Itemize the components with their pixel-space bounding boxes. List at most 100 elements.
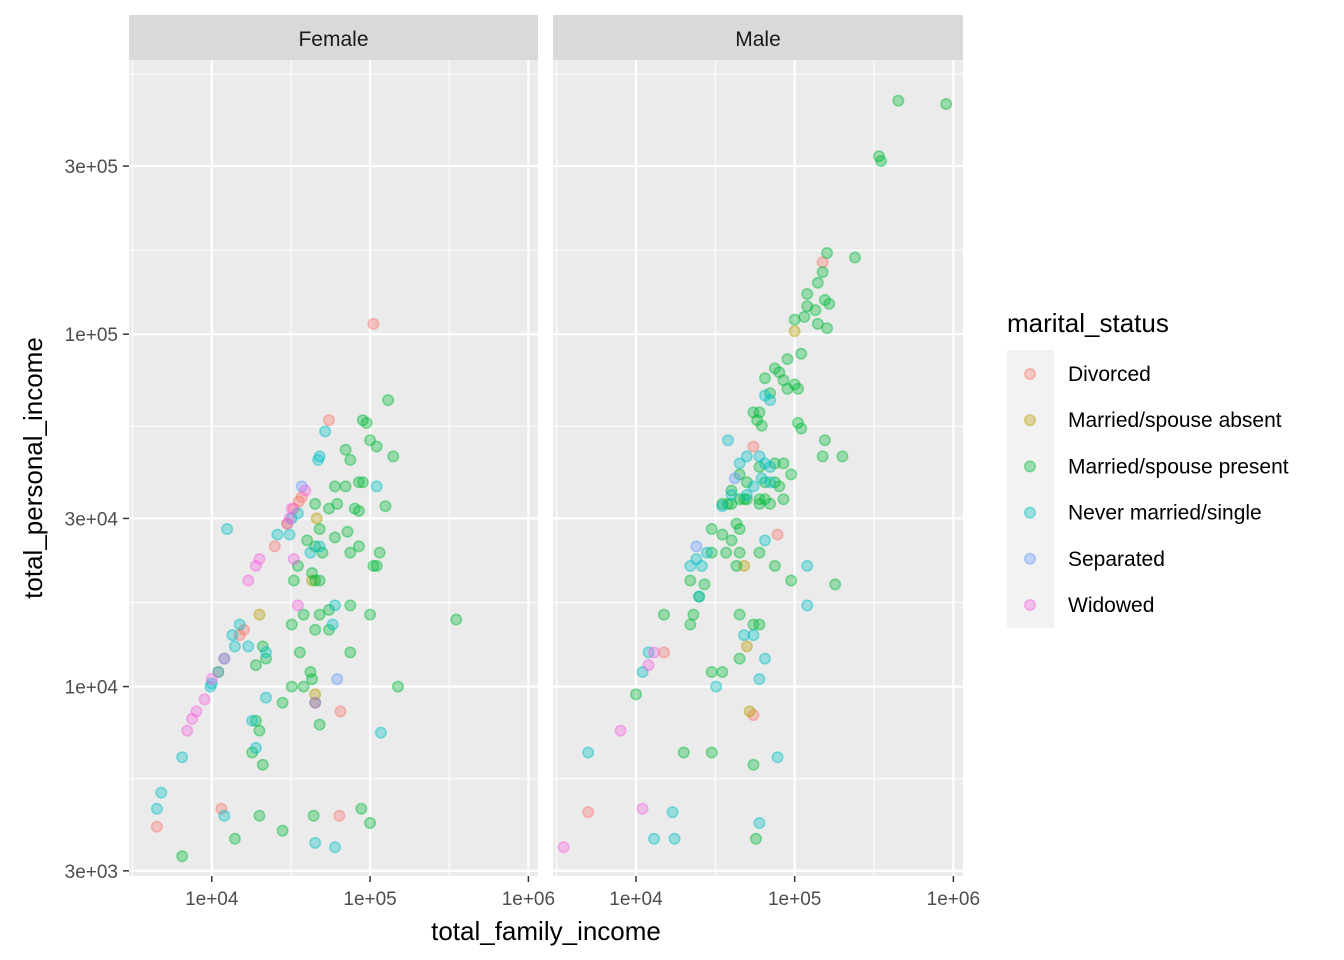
- data-point: [283, 512, 296, 525]
- data-point: [733, 546, 746, 559]
- data-point: [253, 553, 266, 566]
- data-point: [291, 599, 304, 612]
- data-point: [226, 629, 239, 642]
- data-point: [788, 313, 801, 326]
- data-point: [751, 414, 764, 427]
- data-point: [788, 378, 801, 391]
- panel-male-background: [553, 60, 963, 876]
- data-point: [773, 366, 786, 379]
- data-point: [698, 578, 711, 591]
- data-point: [155, 786, 168, 799]
- data-point: [687, 608, 700, 621]
- data-point: [450, 613, 463, 626]
- data-point: [758, 476, 771, 489]
- data-point: [892, 94, 905, 107]
- data-point: [344, 599, 357, 612]
- data-point: [246, 746, 259, 759]
- data-point: [666, 806, 679, 819]
- data-point: [648, 832, 661, 845]
- data-point: [276, 696, 289, 709]
- data-point: [313, 523, 326, 536]
- data-point: [684, 559, 697, 572]
- legend-key: [1024, 414, 1037, 427]
- data-point: [319, 425, 332, 438]
- data-point: [738, 493, 751, 506]
- data-point: [309, 696, 322, 709]
- data-point: [764, 497, 777, 510]
- legend-label: Married/spouse present: [1068, 455, 1289, 478]
- data-point: [690, 553, 703, 566]
- data-point: [684, 618, 697, 631]
- data-point: [348, 502, 361, 515]
- data-point: [747, 709, 760, 722]
- data-point: [753, 497, 766, 510]
- data-point: [764, 387, 777, 400]
- data-point: [299, 484, 312, 497]
- data-point: [370, 480, 383, 493]
- data-point: [253, 608, 266, 621]
- data-point: [334, 705, 347, 718]
- legend-label: Separated: [1068, 548, 1165, 571]
- data-point: [710, 680, 723, 693]
- data-point: [753, 450, 766, 463]
- data-point: [313, 718, 326, 731]
- data-point: [642, 659, 655, 672]
- data-point: [749, 832, 762, 845]
- strip-label-female: Female: [298, 28, 368, 51]
- data-point: [792, 416, 805, 429]
- data-point: [764, 394, 777, 407]
- data-point: [700, 546, 713, 559]
- data-point: [285, 680, 298, 693]
- data-point: [764, 460, 777, 473]
- data-point: [356, 414, 369, 427]
- data-point: [309, 497, 322, 510]
- panel-female-background: [129, 60, 538, 876]
- x-tick-label: 1e+06: [502, 889, 555, 910]
- data-point: [259, 646, 272, 659]
- data-point: [614, 724, 627, 737]
- y-tick-label: 3e+03: [65, 862, 118, 883]
- legend: Divorced Married/spouse absent Married/spo…: [1007, 350, 1289, 628]
- data-point: [716, 665, 729, 678]
- data-point: [758, 493, 771, 506]
- data-point: [313, 450, 326, 463]
- data-point: [743, 705, 756, 718]
- data-point: [367, 317, 380, 330]
- data-point: [740, 493, 753, 506]
- data-point: [768, 476, 781, 489]
- data-point: [758, 457, 771, 470]
- data-point: [339, 480, 352, 493]
- data-point: [705, 665, 718, 678]
- data-point: [753, 546, 766, 559]
- legend-key: [1024, 506, 1037, 519]
- data-point: [367, 559, 380, 572]
- data-point: [249, 714, 262, 727]
- data-point: [218, 809, 231, 822]
- data-point: [733, 523, 746, 536]
- data-point: [747, 480, 760, 493]
- data-point: [753, 673, 766, 686]
- data-point: [374, 726, 387, 739]
- data-point: [725, 497, 738, 510]
- data-point: [281, 517, 294, 530]
- data-point: [728, 472, 741, 485]
- data-point: [777, 374, 790, 387]
- data-point: [309, 623, 322, 636]
- data-point: [730, 517, 743, 530]
- data-point: [352, 476, 365, 489]
- data-point: [693, 590, 706, 603]
- data-point: [716, 500, 729, 513]
- data-point: [256, 640, 269, 653]
- data-point: [249, 741, 262, 754]
- axes: 1e+04 1e+05 1e+06 1e+04 1e+05 1e+06 3e+03 1e+04…: [65, 157, 980, 910]
- data-point: [705, 523, 718, 536]
- data-point: [364, 817, 377, 830]
- data-point: [316, 546, 329, 559]
- data-point: [233, 629, 246, 642]
- data-point: [733, 652, 746, 665]
- legend-key: [1024, 460, 1037, 473]
- data-point: [747, 440, 760, 453]
- data-point: [249, 659, 262, 672]
- data-point: [668, 832, 681, 845]
- data-point: [747, 618, 760, 631]
